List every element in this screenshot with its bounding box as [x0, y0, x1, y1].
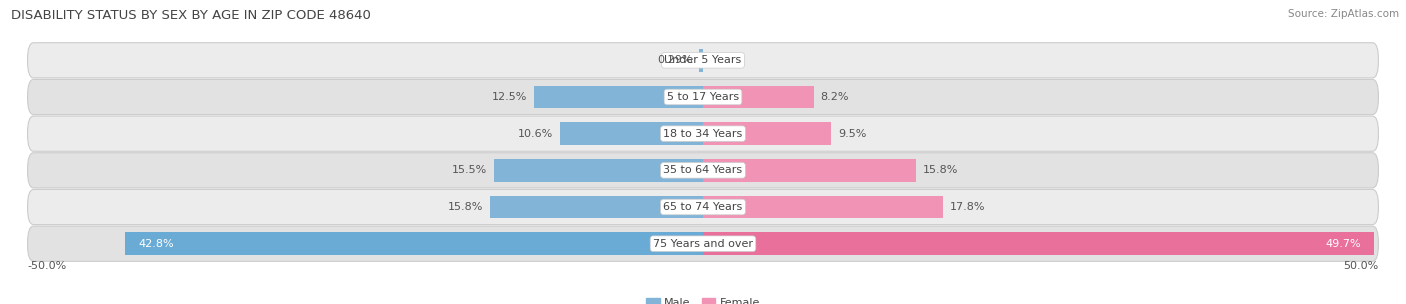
Bar [703, 159, 917, 182]
Text: 0.29%: 0.29% [657, 55, 692, 65]
Text: 75 Years and over: 75 Years and over [652, 239, 754, 249]
Bar [699, 49, 703, 72]
FancyBboxPatch shape [28, 116, 1378, 151]
Text: 12.5%: 12.5% [492, 92, 527, 102]
Text: 8.2%: 8.2% [821, 92, 849, 102]
Text: 35 to 64 Years: 35 to 64 Years [664, 165, 742, 175]
Bar [703, 86, 814, 108]
Bar [489, 196, 703, 218]
Text: 18 to 34 Years: 18 to 34 Years [664, 129, 742, 139]
Bar [125, 232, 703, 255]
Text: 15.8%: 15.8% [924, 165, 959, 175]
Bar [560, 122, 703, 145]
Text: 9.5%: 9.5% [838, 129, 866, 139]
Text: 5 to 17 Years: 5 to 17 Years [666, 92, 740, 102]
Text: 15.8%: 15.8% [447, 202, 482, 212]
FancyBboxPatch shape [28, 153, 1378, 188]
Text: 65 to 74 Years: 65 to 74 Years [664, 202, 742, 212]
Text: 50.0%: 50.0% [1343, 261, 1378, 271]
Text: -50.0%: -50.0% [28, 261, 67, 271]
Text: 49.7%: 49.7% [1326, 239, 1361, 249]
FancyBboxPatch shape [28, 226, 1378, 261]
Bar [703, 122, 831, 145]
Bar [494, 159, 703, 182]
Text: 42.8%: 42.8% [138, 239, 174, 249]
Text: 10.6%: 10.6% [517, 129, 553, 139]
Bar [534, 86, 703, 108]
Text: Source: ZipAtlas.com: Source: ZipAtlas.com [1288, 9, 1399, 19]
Text: 15.5%: 15.5% [451, 165, 486, 175]
Bar [703, 232, 1375, 255]
Text: Under 5 Years: Under 5 Years [665, 55, 741, 65]
FancyBboxPatch shape [28, 189, 1378, 225]
Text: DISABILITY STATUS BY SEX BY AGE IN ZIP CODE 48640: DISABILITY STATUS BY SEX BY AGE IN ZIP C… [11, 9, 371, 22]
FancyBboxPatch shape [28, 79, 1378, 115]
Legend: Male, Female: Male, Female [641, 293, 765, 304]
FancyBboxPatch shape [28, 43, 1378, 78]
Text: 17.8%: 17.8% [950, 202, 986, 212]
Bar [703, 196, 943, 218]
